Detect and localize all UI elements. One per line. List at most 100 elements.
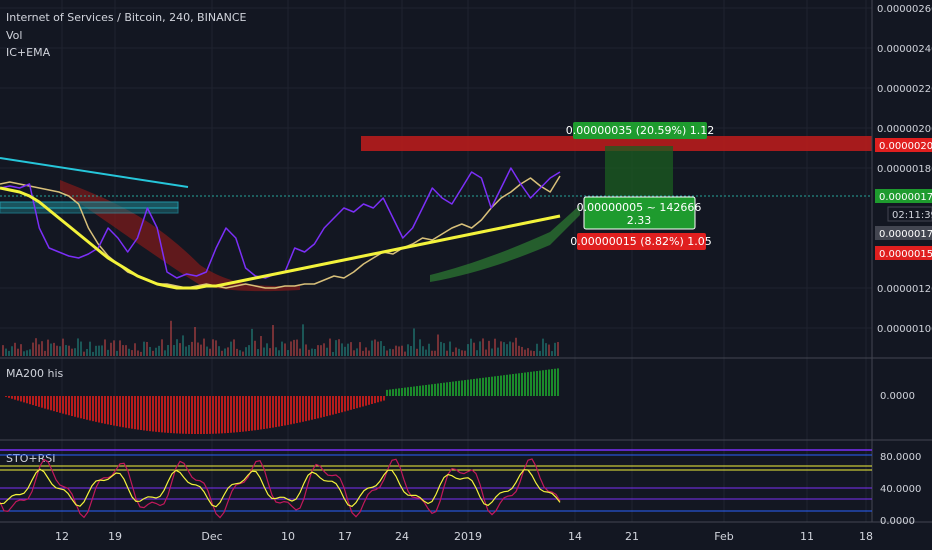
volume-bar — [206, 346, 208, 356]
histogram-bar — [413, 386, 415, 396]
volume-bar — [5, 348, 7, 356]
volume-bar — [515, 337, 517, 356]
volume-bar — [470, 338, 472, 356]
histogram-bar — [419, 385, 421, 396]
histogram-bar — [494, 376, 496, 396]
histogram-bar — [170, 396, 172, 434]
histogram-bar — [314, 396, 316, 420]
histogram-bar — [179, 396, 181, 434]
price-tick-label: 0.00000260 — [877, 4, 932, 15]
histogram-bar — [518, 373, 520, 396]
histogram-bar — [227, 396, 229, 433]
histogram-bar — [404, 387, 406, 396]
histogram-bar — [392, 389, 394, 396]
target-label: 0.00000035 (20.59%) 1.12 — [566, 122, 714, 139]
volume-bar — [482, 338, 484, 356]
volume-bar — [443, 343, 445, 356]
histogram-bar — [215, 396, 217, 434]
histogram-bar — [410, 386, 412, 396]
cloud-green — [430, 205, 580, 282]
volume-bar — [128, 348, 130, 356]
volume-bar — [302, 324, 304, 356]
volume-bar — [371, 340, 373, 356]
histogram-bar — [275, 396, 277, 428]
volume-bar — [191, 341, 193, 356]
volume-bar — [539, 350, 541, 356]
volume-bar — [170, 320, 172, 356]
histogram-bar — [341, 396, 343, 413]
histogram-bar — [221, 396, 223, 434]
volume-bar — [68, 345, 70, 356]
histogram-bar — [473, 378, 475, 396]
histogram-bar — [500, 375, 502, 396]
volume-bar — [218, 346, 220, 356]
time-tick-label: 17 — [338, 530, 352, 543]
indicator-vol-label[interactable]: Vol — [6, 29, 22, 42]
histogram-bar — [554, 368, 556, 396]
histogram-bar — [44, 396, 46, 409]
histogram-bar — [515, 373, 517, 396]
volume-bar — [416, 348, 418, 356]
volume-bar — [317, 345, 319, 356]
volume-bar — [269, 348, 271, 356]
volume-bar — [230, 341, 232, 356]
volume-bar — [182, 335, 184, 356]
time-tick-label: 24 — [395, 530, 409, 543]
histogram-bar — [521, 372, 523, 396]
support-box-1[interactable] — [0, 201, 179, 209]
histogram-bar — [119, 396, 121, 427]
histogram-bar — [374, 396, 376, 404]
histogram-bar — [287, 396, 289, 425]
volume-bar — [365, 347, 367, 356]
histogram-bar — [446, 382, 448, 396]
histogram-bar — [203, 396, 205, 434]
volume-bar — [323, 343, 325, 356]
histogram-bar — [251, 396, 253, 431]
volume-bar — [506, 344, 508, 356]
volume-bar — [221, 350, 223, 356]
volume-bar — [71, 348, 73, 356]
histogram-bar — [302, 396, 304, 422]
target-label-bg — [573, 122, 707, 139]
volume-bar — [29, 349, 31, 356]
support-box-2[interactable] — [0, 207, 179, 214]
histogram-bar — [371, 396, 373, 404]
volume-bar — [293, 339, 295, 356]
histogram-bar — [71, 396, 73, 417]
trend-line[interactable] — [0, 157, 189, 188]
histogram-bar — [437, 383, 439, 396]
histogram-bar — [62, 396, 64, 414]
entry-label: 0.00000005 ~ 142666 2.33 — [577, 196, 701, 230]
time-tick-label: 14 — [568, 530, 582, 543]
price-axis[interactable]: 0.00000260 0.00000240 0.00000220 0.00000200… — [877, 4, 932, 527]
volume-bar — [53, 342, 55, 356]
histogram-bar — [401, 387, 403, 396]
histogram-bar — [98, 396, 100, 423]
volume-bar — [419, 339, 421, 356]
volume-bar — [557, 342, 559, 356]
volume-bar — [125, 345, 127, 356]
histogram-bar — [194, 396, 196, 435]
time-axis[interactable]: 12 19 Dec 10 17 24 2019 14 21 Feb 11 18 — [55, 530, 873, 543]
indicator-icema-label[interactable]: IC+EMA — [6, 46, 51, 59]
histogram-bar — [443, 382, 445, 396]
volume-bar — [452, 351, 454, 356]
time-tick-label: 2019 — [454, 530, 482, 543]
histogram-bar — [512, 374, 514, 396]
volume-bar — [380, 341, 382, 356]
volume-bar — [176, 339, 178, 356]
badge-current: 0.00000175 — [879, 192, 932, 203]
volume-bar — [2, 345, 4, 356]
price-tick-label: 0.00000120 — [877, 284, 932, 295]
volume-bar — [413, 328, 415, 356]
histogram-bar — [269, 396, 271, 429]
histogram-bar — [305, 396, 307, 422]
histogram-bar — [239, 396, 241, 432]
volume-bar — [401, 345, 403, 356]
histogram-bar — [113, 396, 115, 426]
volume-bar — [149, 346, 151, 356]
histogram-bar — [344, 396, 346, 412]
histogram-bar — [497, 375, 499, 396]
volume-bar — [431, 350, 433, 356]
target-zone-box — [605, 146, 673, 196]
